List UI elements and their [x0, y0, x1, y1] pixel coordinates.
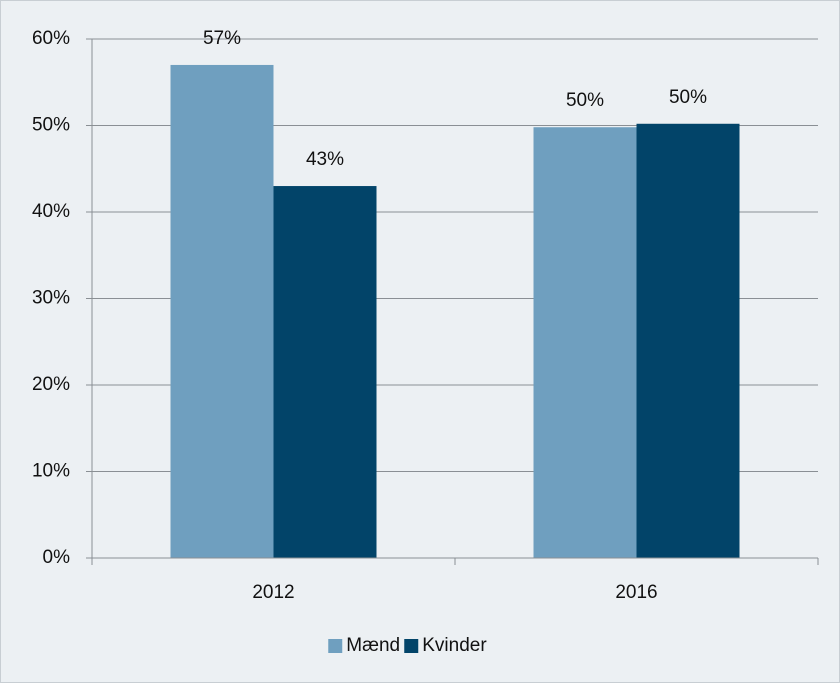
bar	[170, 64, 274, 558]
bar	[636, 123, 740, 559]
y-tick-label: 10%	[32, 461, 70, 482]
data-label: 50%	[669, 87, 707, 108]
y-tick-label: 50%	[32, 115, 70, 136]
y-tick-label: 30%	[32, 288, 70, 309]
legend-swatch	[328, 639, 343, 653]
data-label: 57%	[203, 28, 241, 49]
data-label: 43%	[306, 149, 344, 170]
y-tick-label: 60%	[32, 28, 70, 49]
x-tick-label: 2016	[615, 582, 657, 603]
y-tick-label: 20%	[32, 374, 70, 395]
legend-label: Mænd	[346, 635, 400, 656]
y-tick-label: 40%	[32, 201, 70, 222]
bar	[533, 127, 637, 558]
bar	[273, 186, 377, 559]
y-tick-label: 0%	[43, 547, 71, 568]
x-tick-label: 2012	[252, 582, 294, 603]
data-label: 50%	[566, 90, 604, 111]
legend-swatch	[404, 639, 419, 653]
legend-label: Kvinder	[422, 635, 487, 656]
